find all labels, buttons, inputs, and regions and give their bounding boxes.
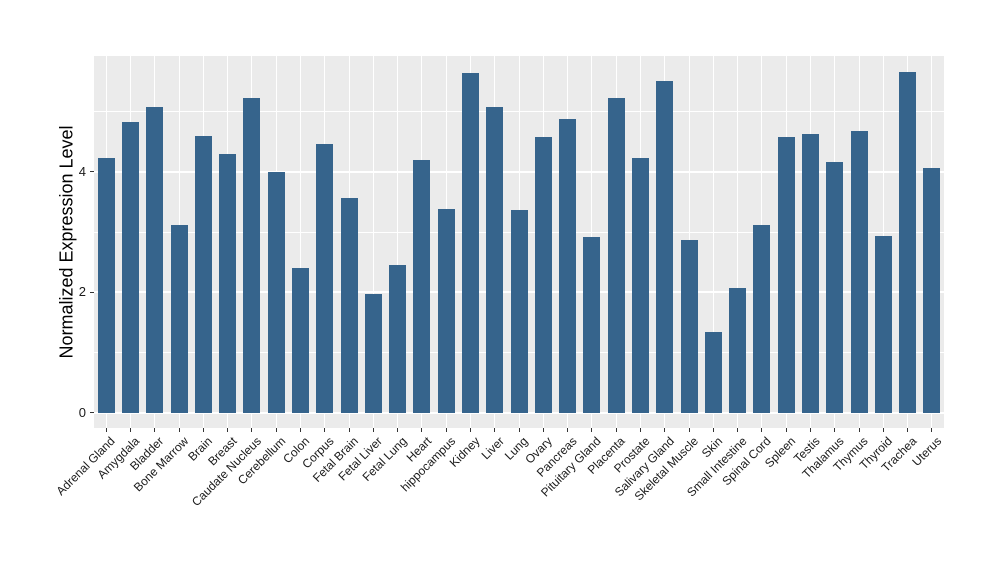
bar	[850, 131, 868, 413]
bar	[607, 98, 625, 413]
x-tick	[712, 428, 714, 432]
y-tick	[90, 412, 94, 414]
x-tick	[907, 428, 909, 432]
x-tick	[494, 428, 496, 432]
x-tick	[591, 428, 593, 432]
category-gridline	[397, 56, 399, 428]
x-tick	[227, 428, 229, 432]
x-tick	[275, 428, 277, 432]
y-tick-label: 0	[78, 404, 86, 420]
bar	[923, 168, 941, 413]
category-gridline	[712, 56, 714, 428]
bar	[291, 268, 309, 413]
x-tick	[178, 428, 180, 432]
y-tick	[90, 291, 94, 293]
x-tick	[761, 428, 763, 432]
bar	[753, 224, 771, 413]
x-tick	[129, 428, 131, 432]
x-tick	[397, 428, 399, 432]
y-tick-label: 2	[78, 284, 86, 300]
x-tick	[931, 428, 933, 432]
bar	[874, 236, 892, 413]
x-tick	[664, 428, 666, 432]
x-tick	[105, 428, 107, 432]
x-tick	[299, 428, 301, 432]
bar	[729, 287, 747, 413]
bar	[170, 224, 188, 413]
bar	[777, 137, 795, 413]
category-gridline	[299, 56, 301, 428]
bar	[219, 153, 237, 413]
bar	[510, 209, 528, 413]
x-tick	[469, 428, 471, 432]
bar	[899, 72, 917, 413]
bar	[267, 171, 285, 413]
x-tick	[445, 428, 447, 432]
category-gridline	[737, 56, 739, 428]
x-tick	[737, 428, 739, 432]
x-tick	[154, 428, 156, 432]
bar	[559, 118, 577, 413]
x-tick	[615, 428, 617, 432]
x-tick	[882, 428, 884, 432]
x-tick	[567, 428, 569, 432]
x-tick	[324, 428, 326, 432]
y-tick-label: 4	[78, 163, 86, 179]
bar	[121, 121, 139, 413]
bar	[364, 294, 382, 413]
y-tick	[90, 171, 94, 173]
x-tick	[542, 428, 544, 432]
bar	[583, 236, 601, 413]
x-tick-label: Liver	[478, 434, 507, 463]
bar	[340, 198, 358, 413]
x-tick	[639, 428, 641, 432]
x-tick	[688, 428, 690, 432]
x-tick	[785, 428, 787, 432]
bar	[680, 240, 698, 413]
bar	[826, 162, 844, 413]
bar	[704, 332, 722, 413]
plot-panel	[94, 56, 944, 428]
bar	[486, 107, 504, 413]
x-tick	[372, 428, 374, 432]
bar	[413, 160, 431, 413]
x-tick	[834, 428, 836, 432]
category-gridline	[372, 56, 374, 428]
x-tick	[858, 428, 860, 432]
x-tick	[348, 428, 350, 432]
bar	[97, 158, 115, 413]
bar	[316, 144, 334, 413]
bar	[437, 208, 455, 413]
x-tick	[251, 428, 253, 432]
x-tick	[518, 428, 520, 432]
bar	[243, 98, 261, 413]
bar	[631, 158, 649, 413]
x-tick	[421, 428, 423, 432]
bar	[534, 136, 552, 413]
bar	[461, 72, 479, 413]
bar	[656, 81, 674, 413]
x-tick	[202, 428, 204, 432]
bar	[389, 265, 407, 413]
bar	[146, 106, 164, 413]
bar	[194, 136, 212, 413]
x-tick	[809, 428, 811, 432]
y-axis-title: Normalized Expression Level	[56, 125, 77, 359]
bar	[801, 134, 819, 413]
